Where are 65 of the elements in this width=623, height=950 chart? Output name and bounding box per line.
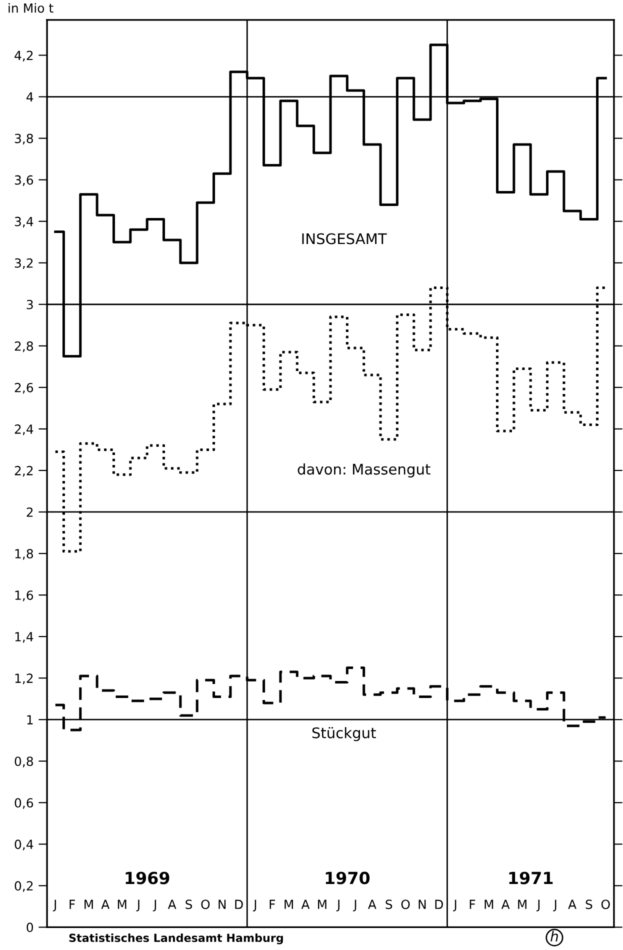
- y-tick-label: 2,4: [14, 424, 34, 436]
- y-tick-label: 3,6: [14, 175, 34, 186]
- annotation: 1971: [509, 872, 553, 884]
- x-tick-label: J: [252, 900, 256, 912]
- y-tick-label: 0: [26, 922, 34, 932]
- y-tick-label: 0,2: [14, 881, 33, 892]
- x-tick-label: M: [318, 900, 326, 909]
- text: davon: Massengut: [298, 463, 430, 478]
- x-tick-label: A: [368, 900, 376, 909]
- series-label: INSGESAMT: [302, 233, 387, 244]
- x-tick-label: D: [435, 900, 443, 909]
- x-tick-label: J: [453, 900, 456, 912]
- x-tick-label: J: [553, 900, 556, 912]
- x-tick-label: O: [401, 900, 410, 910]
- x-tick-label: J: [136, 900, 140, 912]
- x-tick-label: M: [484, 900, 494, 909]
- y-tick-label: 1: [27, 715, 33, 724]
- y-tick-label: 0,8: [14, 756, 33, 768]
- annotation: 1969: [126, 872, 170, 884]
- y-tick-label: 4,2: [14, 50, 33, 62]
- x-tick-label: A: [501, 900, 510, 909]
- y-tick-label: 3,4: [14, 216, 34, 228]
- y-tick-label: 1,4: [15, 632, 34, 643]
- y-tick-label: 3,8: [14, 134, 33, 144]
- y-tick-label: 0,4: [14, 840, 34, 850]
- x-tick-label: J: [536, 900, 540, 912]
- x-tick-label: F: [270, 900, 276, 909]
- x-tick-label: J: [152, 900, 156, 912]
- y-tick-label: 3,2: [14, 258, 33, 270]
- x-tick-label: O: [201, 900, 210, 910]
- x-tick-label: D: [235, 900, 243, 909]
- y-tick-label: 1,6: [15, 590, 34, 602]
- y-tick-label: 0,6: [14, 798, 34, 809]
- text: Statistisches Landesamt Hamburg: [69, 933, 283, 944]
- x-tick-label: J: [353, 900, 356, 912]
- x-tick-label: M: [84, 900, 93, 909]
- x-tick-label: F: [70, 900, 75, 909]
- x-tick-label: J: [336, 900, 340, 912]
- y-tick-label: 2,8: [14, 341, 33, 352]
- y-tick-label: 4: [26, 92, 34, 102]
- x-tick-label: M: [518, 900, 526, 909]
- x-tick-label: A: [168, 900, 176, 909]
- x-tick-label: F: [470, 900, 476, 909]
- annotation: 1970: [326, 872, 370, 884]
- x-tick-label: S: [186, 900, 192, 910]
- x-tick-label: A: [568, 900, 576, 909]
- y-tick-label: 2: [26, 507, 33, 517]
- x-tick-label: N: [418, 900, 426, 909]
- x-tick-label: M: [118, 900, 126, 909]
- y-tick-label: 2,6: [14, 382, 34, 394]
- y-tick-label: 1,2: [15, 674, 33, 684]
- x-tick-label: M: [284, 900, 293, 909]
- x-tick-label: J: [52, 900, 56, 912]
- y-axis-title: in Mio t: [8, 3, 54, 13]
- x-tick-label: A: [301, 900, 310, 909]
- x-tick-label: N: [218, 900, 226, 909]
- y-tick-label: 1,8: [15, 548, 33, 560]
- x-tick-label: A: [101, 900, 110, 909]
- text: Stückgut: [312, 727, 376, 742]
- x-tick-label: S: [586, 900, 592, 910]
- x-tick-label: O: [601, 900, 610, 910]
- y-tick-label: 2,2: [14, 466, 33, 477]
- text: h: [550, 930, 558, 942]
- x-tick-label: S: [386, 900, 392, 910]
- y-tick-label: 3: [26, 300, 33, 310]
